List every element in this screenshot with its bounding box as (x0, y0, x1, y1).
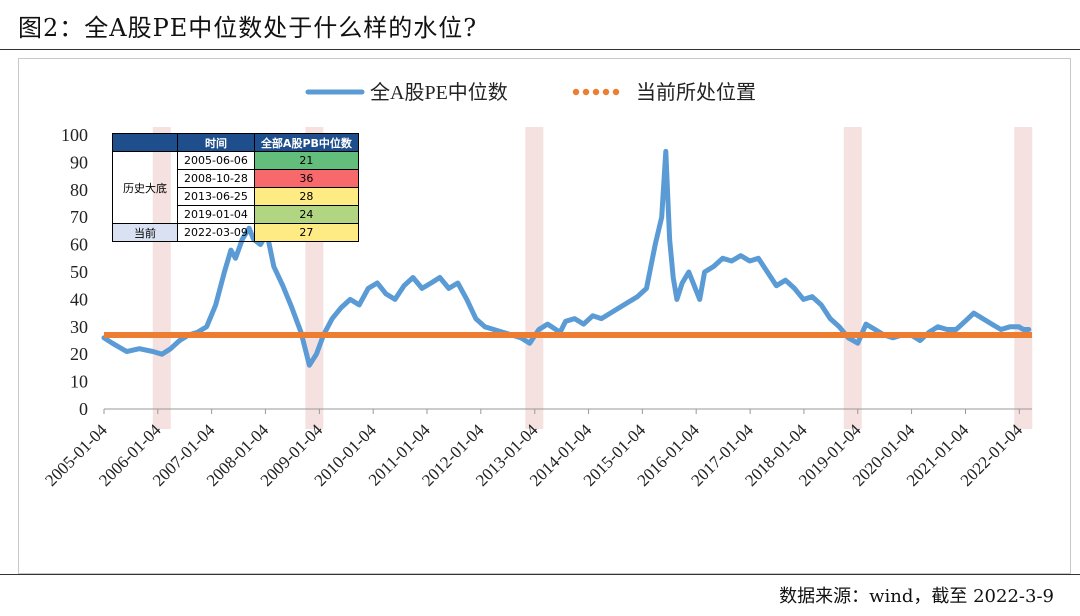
table-row-date: 2008-10-28 (177, 169, 255, 188)
plot-area (101, 148, 1032, 368)
table-row-value: 24 (253, 205, 359, 224)
table-row-date: 2019-01-04 (177, 205, 255, 224)
table-header-value: 全部A股PB中位数 (253, 133, 359, 152)
title-divider (0, 49, 1080, 50)
legend-current-dot (602, 88, 610, 96)
legend-current-dot (592, 88, 600, 96)
table-group-history: 历史大底 (112, 151, 178, 224)
bottom-valuation-table: 时间 全部A股PB中位数 历史大底 2005-06-06 21 2008-10-… (112, 133, 359, 242)
y-tick-label: 40 (70, 289, 88, 309)
y-axis: 0 10 20 30 40 50 60 70 80 90 100 (61, 125, 88, 419)
table-row-value: 21 (253, 151, 359, 170)
y-tick-label: 100 (61, 125, 88, 145)
y-tick-label: 90 (70, 152, 88, 172)
table-row-value: 28 (253, 187, 359, 206)
legend: 全A股PE中位数 当前所处位置 (305, 81, 756, 104)
table-row-value: 36 (253, 169, 359, 188)
highlight-band (525, 127, 544, 429)
legend-current-dot (582, 88, 590, 96)
y-tick-label: 10 (70, 372, 88, 392)
footer-divider (0, 574, 1080, 575)
series-line-pe-median (101, 148, 1032, 368)
y-tick-label: 50 (70, 262, 88, 282)
highlight-band (843, 127, 862, 429)
y-tick-label: 70 (70, 207, 88, 227)
table-row-date: 2005-06-06 (177, 151, 255, 170)
data-source: 数据来源：wind，截至 2022-3-9 (779, 586, 1054, 607)
legend-current-dot (612, 88, 620, 96)
highlight-band (1014, 127, 1033, 429)
legend-current-dot (572, 88, 580, 96)
y-tick-label: 60 (70, 235, 88, 255)
y-tick-label: 80 (70, 180, 88, 200)
table-row-value: 27 (253, 223, 359, 242)
y-tick-label: 30 (70, 317, 88, 337)
table-row-date: 2022-03-09 (177, 223, 255, 242)
y-tick-label: 0 (79, 399, 88, 419)
legend-series-label: 全A股PE中位数 (370, 81, 508, 104)
table-row-date: 2013-06-25 (177, 187, 255, 206)
table-header-date: 时间 (177, 133, 255, 152)
figure-title: 图2：全A股PE中位数处于什么样的水位? (18, 14, 478, 42)
legend-current-label: 当前所处位置 (636, 81, 756, 104)
table-corner (112, 133, 178, 152)
y-tick-label: 20 (70, 344, 88, 364)
table-group-current: 当前 (112, 223, 178, 242)
